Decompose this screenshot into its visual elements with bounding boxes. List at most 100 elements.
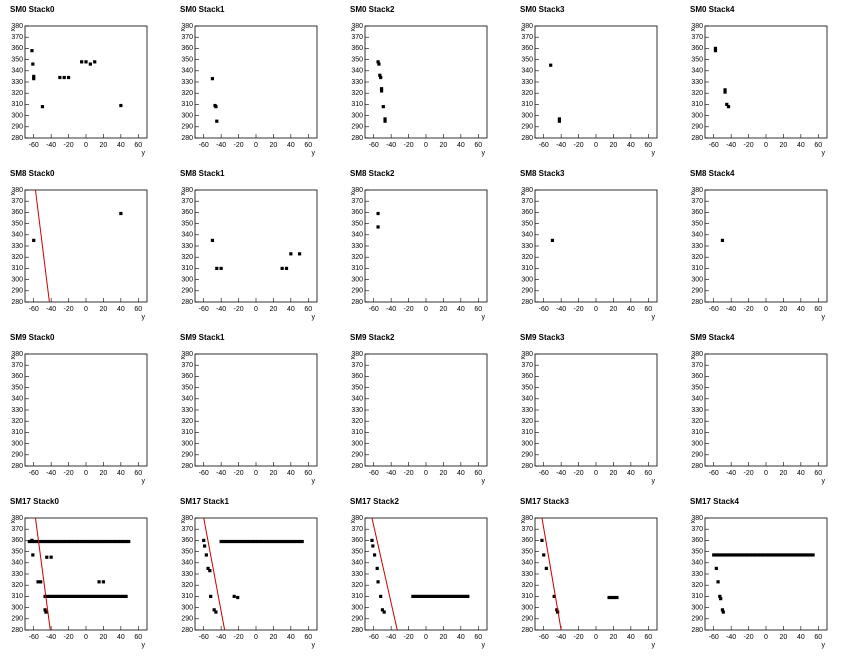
point [250,539,255,544]
point [292,539,296,544]
x-tick-label: 0 [254,634,258,641]
y-tick-label: 280 [351,627,363,634]
x-tick-label: -60 [199,142,209,149]
point [730,553,734,557]
point [284,539,289,544]
y-tick-label: 350 [11,56,23,63]
y-tick-label: 280 [691,299,703,306]
point [212,608,216,612]
x-tick-label: -40 [556,634,566,641]
x-tick-label: -40 [556,306,566,313]
point [119,211,123,216]
point [419,594,423,598]
x-tick-label: -40 [216,634,226,641]
point [550,238,555,242]
point [232,539,236,544]
point [549,63,553,67]
point [297,539,302,544]
y-tick-label: 280 [521,135,533,142]
x-tick-label: -40 [46,142,56,149]
x-tick-label: 40 [457,306,465,313]
y-tick-label: 310 [691,593,703,600]
y-tick-label: 340 [691,396,703,403]
x-tick-label: 40 [627,142,635,149]
panel-title: SM8 Stack0 [10,169,55,178]
y-tick-label: 310 [351,101,363,108]
point [785,553,789,557]
x-tick-label: -20 [574,306,584,313]
y-tick-label: 360 [691,209,703,216]
point [31,62,35,66]
fit-line [541,517,562,631]
fit-line [203,517,226,631]
point [725,102,729,106]
point [458,594,462,598]
y-tick-label: 300 [691,112,703,119]
point [202,538,206,542]
point [74,594,79,598]
point [746,553,750,557]
point [748,553,752,557]
point [552,594,556,598]
y-tick-label: 280 [521,299,533,306]
y-tick-label: 370 [521,526,533,533]
x-tick-label: 60 [134,142,142,149]
y-tick-label: 370 [181,526,193,533]
plot-frame [704,353,828,467]
y-tick-label: 320 [181,582,193,589]
point [806,553,810,557]
y-tick-label: 290 [11,124,23,131]
y-axis-label: x [690,192,697,196]
y-tick-label: 320 [351,418,363,425]
x-tick-label: 0 [764,142,768,149]
point [287,539,291,544]
y-tick-label: 290 [521,452,533,459]
y-tick-label: 290 [521,616,533,623]
plot-frame [194,25,318,139]
y-tick-label: 320 [691,582,703,589]
x-tick-label: 20 [780,142,788,149]
y-tick-label: 380 [11,187,23,194]
plot-frame [534,189,658,303]
y-tick-label: 350 [691,56,703,63]
y-axis-label: x [350,520,357,524]
y-tick-label: 320 [181,90,193,97]
point [30,538,34,542]
y-tick-label: 370 [351,34,363,41]
point [93,60,97,64]
y-tick-label: 350 [11,220,23,227]
y-tick-label: 360 [351,537,363,544]
y-axis-label: x [10,192,17,196]
point [540,538,544,542]
point [258,539,262,544]
fit-line [34,517,51,631]
x-tick-label: -40 [726,142,736,149]
x-axis-label: y [142,314,146,321]
point [114,594,118,598]
x-tick-label: -20 [574,470,584,477]
point [40,105,45,109]
point [56,539,60,544]
panel-title: SM17 Stack0 [10,497,59,506]
point [38,539,42,544]
y-tick-label: 290 [521,124,533,131]
y-tick-label: 370 [11,198,23,205]
y-axis-label: x [520,192,527,196]
x-tick-label: 40 [117,142,125,149]
panel-title: SM8 Stack2 [350,169,395,178]
x-tick-label: 20 [780,470,788,477]
point [40,539,45,544]
y-tick-label: 350 [11,384,23,391]
y-axis-label: x [180,192,187,196]
panel: SM9 Stack0 280 290 300 310 320 330 340 350 360 370… [10,333,148,485]
y-tick-label: 320 [11,254,23,261]
panel: SM8 Stack2 280 290 300 310 320 330 340 350 360 370… [350,169,488,321]
point [719,597,723,601]
y-tick-label: 310 [351,265,363,272]
y-tick-label: 320 [691,418,703,425]
y-tick-label: 370 [181,362,193,369]
y-tick-label: 300 [11,276,23,283]
y-tick-label: 300 [11,604,23,611]
y-tick-label: 300 [181,112,193,119]
y-axis-label: x [350,356,357,360]
